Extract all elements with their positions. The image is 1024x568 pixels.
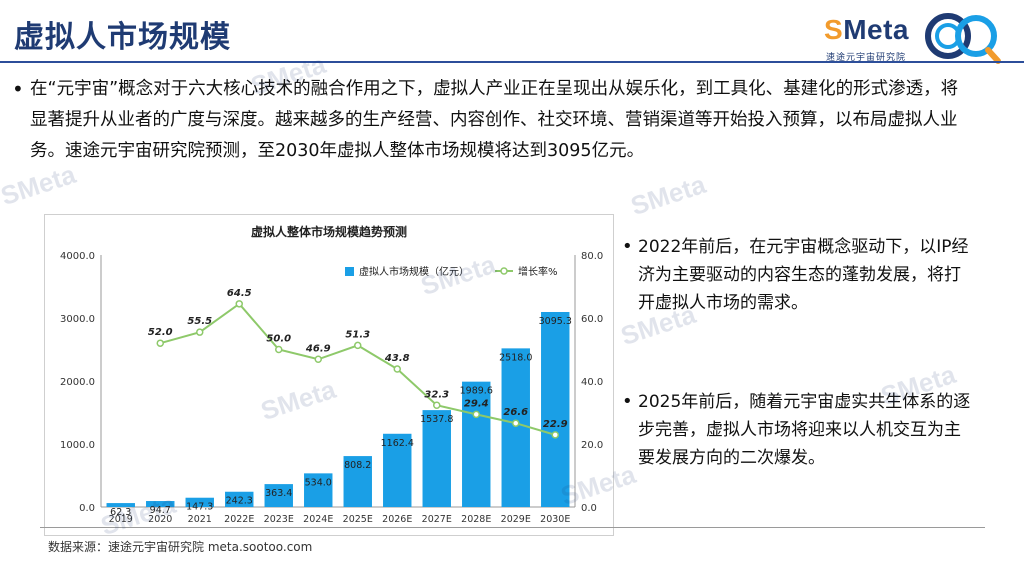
bar	[146, 501, 175, 507]
legend-line-marker	[500, 267, 508, 275]
watermark: SMeta	[627, 168, 710, 222]
y-tick-label-right: 60.0	[581, 314, 603, 325]
growth-rate-label: 43.8	[384, 353, 410, 364]
legend-bar-swatch	[345, 267, 354, 276]
bar	[422, 410, 451, 507]
legend-bar-label: 虚拟人市场规模（亿元）	[359, 265, 469, 278]
growth-rate-point	[196, 328, 204, 336]
bar-value-label: 1989.6	[460, 386, 493, 397]
bullet-dot: •	[12, 77, 24, 101]
side-note-1: • 2022年前后，在元宇宙概念驱动下，以IP经济为主要驱动的内容生态的蓬勃发展…	[622, 233, 973, 317]
market-size-chart: 虚拟人整体市场规模趋势预测 0.0 1000.0 2000.0 3000.0 4000.…	[44, 214, 614, 536]
x-tick-label: 2030E	[540, 514, 570, 525]
bullet-dot: •	[622, 236, 633, 257]
growth-rate-label: 50.0	[266, 334, 291, 345]
growth-rate-line	[159, 302, 556, 436]
growth-rate-point	[235, 300, 243, 308]
logo-subtitle: 速途元宇宙研究院	[826, 53, 907, 63]
x-tick-label: 2021	[188, 514, 212, 525]
bar-value-label: 94.7	[150, 505, 171, 516]
bullet-dot: •	[622, 391, 633, 412]
y-tick-label-right: 0.0	[581, 503, 597, 514]
x-tick-label: 2029E	[501, 514, 531, 525]
x-tick-label: 2027E	[422, 514, 452, 525]
intro-paragraph: • 在“元宇宙”概念对于六大核心技术的融合作用之下，虚拟人产业正在呈现出从娱乐化…	[12, 74, 970, 167]
x-tick-label: 2028E	[461, 514, 491, 525]
growth-rate-label: 51.3	[345, 329, 370, 340]
footer-divider	[40, 527, 985, 528]
logo-letter-s: S	[824, 14, 844, 45]
bar	[185, 497, 214, 507]
title-divider	[0, 61, 1024, 63]
y-tick-label-right: 20.0	[581, 440, 603, 451]
bar	[541, 311, 570, 507]
bar	[106, 503, 135, 507]
bar	[304, 473, 333, 507]
bar-value-label: 62.3	[110, 507, 131, 518]
bar-value-label: 3095.3	[539, 316, 572, 327]
y-tick-label-right: 80.0	[581, 251, 603, 262]
side-note-2: • 2025年前后，随着元宇宙虚实共生体系的逐步完善，虚拟人市场将迎来以人机交互…	[622, 388, 973, 472]
x-tick-label: 2024E	[303, 514, 333, 525]
growth-rate-point	[472, 410, 480, 419]
bar	[343, 456, 372, 507]
y-tick-label-left: 2000.0	[60, 377, 95, 388]
growth-rate-point	[433, 401, 441, 410]
bar-value-label: 363.4	[265, 488, 292, 499]
x-tick-label: 2023E	[264, 514, 294, 525]
bar	[225, 491, 254, 507]
growth-rate-label: 32.3	[424, 389, 449, 400]
growth-rate-point	[314, 355, 322, 364]
bar	[462, 381, 491, 507]
growth-rate-label: 55.5	[187, 316, 212, 327]
growth-rate-point	[156, 339, 164, 347]
data-source: 数据来源：速途元宇宙研究院 meta.sootoo.com	[48, 540, 313, 554]
y-tick-label-left: 1000.0	[60, 440, 95, 451]
y-tick-label-right: 40.0	[581, 377, 603, 388]
x-tick-label: 2020	[148, 514, 172, 525]
bar-value-label: 808.2	[344, 460, 371, 471]
growth-rate-point	[512, 419, 520, 427]
x-tick-label: 2019	[109, 514, 133, 525]
x-tick-label: 2026E	[382, 514, 412, 525]
x-tick-label: 2022E	[224, 514, 254, 525]
bar-value-label: 1162.4	[381, 438, 414, 449]
growth-rate-label: 22.9	[543, 419, 568, 430]
bar-value-label: 2518.0	[499, 352, 532, 363]
growth-rate-label: 46.9	[305, 343, 331, 354]
bar-value-label: 1537.8	[420, 414, 453, 425]
bar-value-label: 147.3	[186, 502, 213, 513]
bar-value-label: 534.0	[305, 477, 332, 488]
bar	[264, 484, 293, 507]
growth-rate-label: 26.6	[503, 407, 528, 418]
growth-rate-label: 29.4	[464, 398, 489, 409]
y-tick-label-left: 0.0	[79, 503, 95, 514]
page-title: 虚拟人市场规模	[14, 20, 231, 55]
y-tick-label-left: 3000.0	[60, 314, 95, 325]
bar	[501, 348, 530, 507]
brand-logo: SMeta 速途元宇宙研究院	[824, 6, 1004, 66]
growth-rate-label: 64.5	[227, 288, 252, 299]
chart-title: 虚拟人整体市场规模趋势预测	[250, 225, 407, 239]
growth-rate-point	[393, 365, 401, 373]
logo-letter-rest: Meta	[843, 14, 909, 45]
growth-rate-label: 52.0	[148, 327, 173, 338]
growth-rate-point	[354, 341, 362, 350]
legend-line-label: 增长率%	[518, 265, 558, 278]
growth-rate-point	[275, 345, 283, 354]
y-tick-label-left: 4000.0	[60, 251, 95, 262]
x-tick-label: 2025E	[343, 514, 373, 525]
magnifier-logo-icon	[925, 13, 1001, 64]
chart-canvas: 0.0 1000.0 2000.0 3000.0 4000.0 0.0 20.0 40.0 60…	[60, 251, 603, 525]
growth-rate-point	[551, 431, 559, 439]
bar	[383, 433, 412, 507]
bar-value-label: 242.3	[226, 496, 253, 507]
